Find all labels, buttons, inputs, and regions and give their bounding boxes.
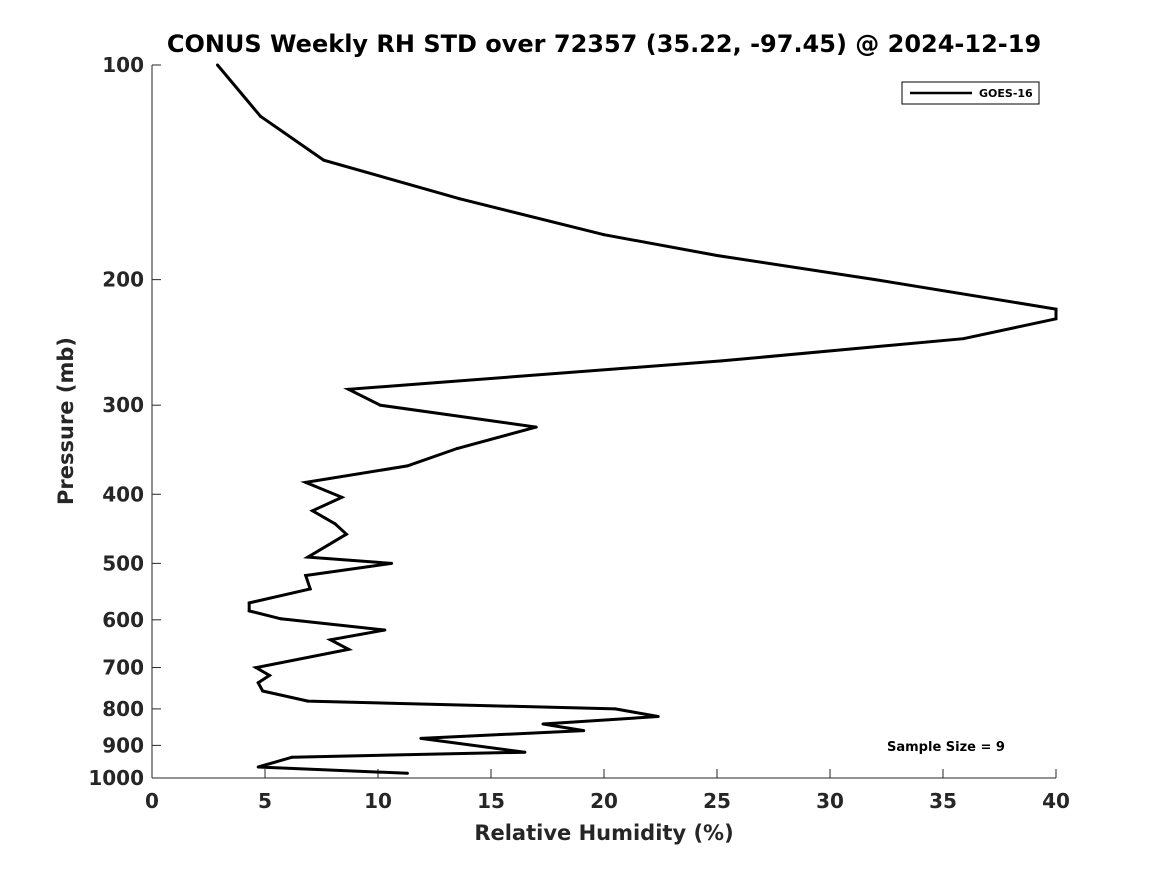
- data-point-goes-16: [259, 114, 262, 118]
- data-point-goes-16: [333, 522, 337, 526]
- data-point-goes-16: [254, 666, 258, 670]
- data-point-goes-16: [306, 555, 310, 559]
- data-point-goes-16: [656, 715, 660, 718]
- data-point-goes-16: [383, 628, 387, 632]
- data-point-goes-16: [602, 233, 606, 237]
- y-tick-label: 700: [102, 656, 144, 680]
- x-tick-label: 25: [703, 789, 731, 813]
- y-tick-label: 300: [102, 393, 144, 417]
- legend-label-goes-16: GOES-16: [979, 87, 1033, 100]
- data-point-goes-16: [534, 425, 538, 429]
- series-layer: [216, 63, 1058, 775]
- data-point-goes-16: [1054, 307, 1058, 311]
- x-tick-label: 40: [1042, 789, 1070, 813]
- data-point-goes-16: [311, 509, 314, 513]
- data-point-goes-16: [306, 699, 310, 703]
- data-point-goes-16: [347, 387, 351, 391]
- y-tick-label: 100: [102, 53, 144, 77]
- data-point-goes-16: [390, 561, 394, 565]
- data-point-goes-16: [304, 480, 308, 484]
- data-point-goes-16: [279, 617, 283, 621]
- y-tick-label: 800: [102, 697, 144, 721]
- data-point-goes-16: [256, 681, 260, 685]
- chart-title: CONUS Weekly RH STD over 72357 (35.22, -…: [167, 30, 1041, 58]
- data-point-goes-16: [256, 765, 260, 769]
- data-point-goes-16: [322, 158, 326, 162]
- x-tick-label: 5: [258, 789, 272, 813]
- data-point-goes-16: [304, 574, 308, 577]
- x-tick-label: 35: [929, 789, 957, 813]
- y-tick-label: 900: [102, 733, 144, 757]
- legend: GOES-16: [901, 81, 1040, 105]
- data-point-goes-16: [378, 403, 382, 407]
- y-tick-label: 400: [102, 482, 144, 506]
- x-tick-label: 30: [816, 789, 844, 813]
- data-point-goes-16: [405, 464, 409, 468]
- data-point-goes-16: [523, 750, 527, 754]
- data-point-goes-16: [290, 755, 294, 759]
- y-tick-label: 500: [102, 551, 144, 575]
- y-tick-label: 1000: [88, 766, 144, 790]
- axes: [151, 65, 1056, 779]
- series-line-goes-16: [216, 64, 1058, 775]
- x-tick-label: 20: [590, 789, 618, 813]
- data-point-goes-16: [455, 447, 459, 450]
- data-point-goes-16: [419, 736, 423, 740]
- y-tick-label: 200: [102, 268, 144, 292]
- data-point-goes-16: [347, 647, 351, 651]
- data-point-goes-16: [340, 495, 344, 499]
- data-point-goes-16: [405, 771, 409, 775]
- x-tick-label: 0: [145, 789, 159, 813]
- sample-size-annotation: Sample Size = 9: [887, 740, 1005, 755]
- data-point-goes-16: [715, 254, 719, 257]
- data-point-goes-16: [582, 729, 586, 733]
- y-axis-ticks: 100 200 300 400 500 600 700 800 900 1000: [88, 53, 161, 790]
- data-point-goes-16: [308, 587, 312, 591]
- data-point-goes-16: [873, 278, 877, 282]
- data-point-goes-16: [329, 638, 332, 642]
- x-axis-ticks: 0 5 10 15 20 25 30 35 40: [145, 769, 1070, 813]
- data-point-goes-16: [268, 673, 271, 677]
- data-point-goes-16: [1054, 317, 1058, 321]
- y-axis-label: Pressure (mb): [54, 337, 78, 505]
- data-point-goes-16: [961, 337, 965, 341]
- data-point-goes-16: [261, 689, 265, 693]
- data-point-goes-16: [216, 63, 219, 67]
- data-point-goes-16: [344, 532, 348, 536]
- data-point-goes-16: [247, 609, 251, 613]
- data-point-goes-16: [457, 197, 461, 201]
- data-point-goes-16: [247, 601, 251, 605]
- x-tick-label: 15: [477, 789, 505, 813]
- x-tick-label: 10: [364, 789, 392, 813]
- y-tick-label: 600: [102, 608, 144, 632]
- data-point-goes-16: [613, 707, 617, 711]
- data-point-goes-16: [541, 722, 545, 726]
- data-point-goes-16: [720, 359, 723, 363]
- x-axis-label: Relative Humidity (%): [474, 821, 733, 845]
